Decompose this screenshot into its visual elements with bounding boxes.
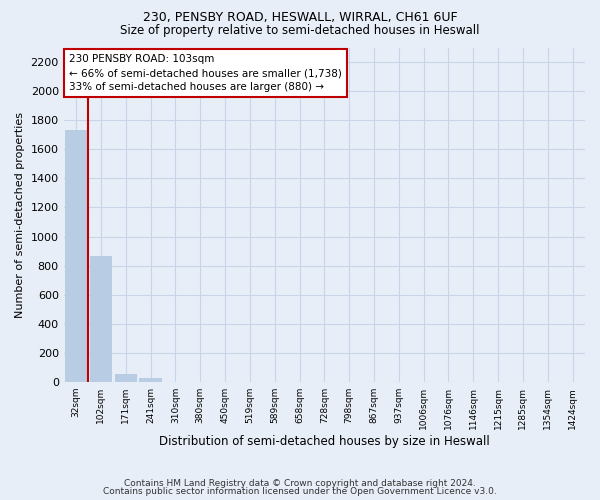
Y-axis label: Number of semi-detached properties: Number of semi-detached properties <box>15 112 25 318</box>
Bar <box>90 256 112 382</box>
X-axis label: Distribution of semi-detached houses by size in Heswall: Distribution of semi-detached houses by … <box>159 434 490 448</box>
Text: Contains HM Land Registry data © Crown copyright and database right 2024.: Contains HM Land Registry data © Crown c… <box>124 478 476 488</box>
Text: 230 PENSBY ROAD: 103sqm
← 66% of semi-detached houses are smaller (1,738)
33% of: 230 PENSBY ROAD: 103sqm ← 66% of semi-de… <box>69 54 342 92</box>
Bar <box>139 378 162 382</box>
Text: Size of property relative to semi-detached houses in Heswall: Size of property relative to semi-detach… <box>120 24 480 37</box>
Bar <box>115 374 137 382</box>
Text: Contains public sector information licensed under the Open Government Licence v3: Contains public sector information licen… <box>103 487 497 496</box>
Bar <box>65 130 87 382</box>
Text: 230, PENSBY ROAD, HESWALL, WIRRAL, CH61 6UF: 230, PENSBY ROAD, HESWALL, WIRRAL, CH61 … <box>143 11 457 24</box>
